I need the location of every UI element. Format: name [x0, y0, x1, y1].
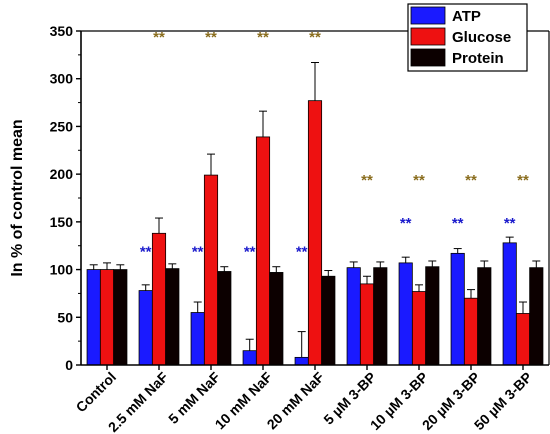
- legend-swatch-glucose: [410, 27, 446, 46]
- significance-marker-3: **: [309, 29, 321, 46]
- significance-marker-6: **: [465, 172, 477, 189]
- bar-atp-7: [450, 252, 465, 366]
- bar-protein-0: [113, 269, 128, 366]
- legend: ATP Glucose Protein: [407, 3, 528, 72]
- bar-glucose-3: [255, 136, 271, 366]
- legend-label-protein: Protein: [452, 50, 504, 67]
- bar-glucose-0: [99, 269, 115, 366]
- bar-protein-6: [425, 266, 440, 366]
- significance-marker-12: **: [400, 215, 412, 232]
- significance-marker-7: **: [517, 172, 529, 189]
- bar-atp-1: [138, 290, 153, 366]
- bar-atp-6: [398, 262, 413, 366]
- legend-label-glucose: Glucose: [452, 29, 511, 46]
- bar-atp-3: [242, 350, 257, 366]
- y-tick-label-50: 50: [57, 309, 73, 325]
- bar-atp-2: [190, 312, 205, 366]
- bar-glucose-1: [151, 232, 167, 366]
- bar-atp-4: [294, 356, 309, 366]
- significance-marker-9: **: [192, 243, 204, 260]
- significance-marker-8: **: [140, 243, 152, 260]
- bar-protein-4: [321, 275, 336, 366]
- bar-protein-7: [477, 267, 492, 366]
- bar-glucose-7: [463, 297, 479, 366]
- significance-marker-4: **: [361, 172, 373, 189]
- bar-protein-8: [529, 267, 544, 366]
- y-tick-label-150: 150: [50, 214, 74, 230]
- bar-glucose-5: [359, 283, 375, 366]
- significance-marker-13: **: [452, 215, 464, 232]
- x-tick-label-4: 20 mM NaF: [264, 368, 328, 432]
- significance-marker-0: **: [153, 29, 165, 46]
- legend-label-atp: ATP: [452, 8, 481, 25]
- bar-glucose-8: [515, 313, 531, 366]
- x-tick-label-0: Control: [73, 369, 120, 416]
- y-tick-label-250: 250: [50, 118, 74, 134]
- significance-marker-2: **: [257, 29, 269, 46]
- y-tick-label-350: 350: [50, 23, 74, 39]
- legend-swatch-protein: [410, 48, 446, 67]
- significance-marker-5: **: [413, 172, 425, 189]
- bar-glucose-6: [411, 291, 427, 366]
- bar-protein-3: [269, 272, 284, 366]
- significance-marker-11: **: [296, 243, 308, 260]
- bar-protein-1: [165, 268, 180, 366]
- bar-glucose-2: [203, 174, 219, 366]
- significance-marker-10: **: [244, 243, 256, 260]
- y-tick-label-300: 300: [50, 71, 74, 87]
- bar-glucose-4: [307, 100, 323, 366]
- bar-protein-2: [217, 271, 232, 366]
- legend-swatch-atp: [410, 6, 446, 25]
- bar-atp-0: [86, 269, 101, 366]
- y-tick-label-100: 100: [50, 262, 74, 278]
- bar-atp-5: [346, 267, 361, 366]
- bar-protein-5: [373, 267, 388, 366]
- y-axis-title: In % of control mean: [9, 119, 26, 276]
- y-tick-label-200: 200: [50, 166, 74, 182]
- significance-marker-1: **: [205, 29, 217, 46]
- plot-area: ** ** ** ** ** ** ** ** ** ** ** ** ** ** ** 0 50 100 150 2…: [50, 23, 550, 434]
- y-tick-label-0: 0: [65, 357, 73, 373]
- significance-marker-14: **: [504, 215, 516, 232]
- bar-atp-8: [502, 242, 517, 366]
